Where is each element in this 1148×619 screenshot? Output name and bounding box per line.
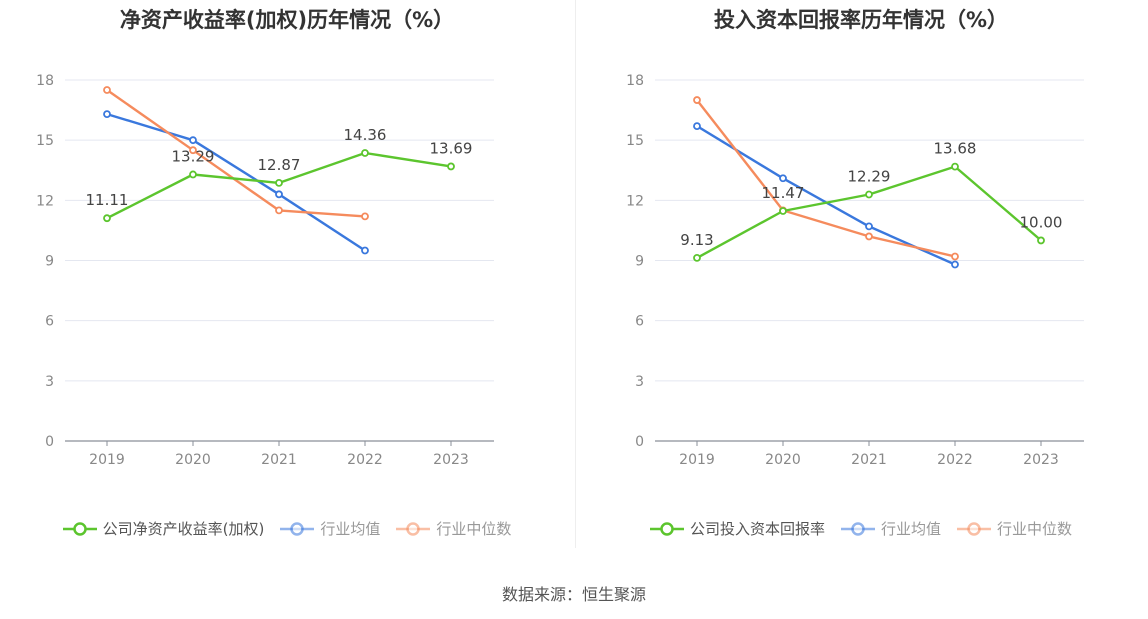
data-label: 13.68 [934, 140, 977, 158]
y-tick-label: 15 [626, 133, 644, 149]
data-label: 9.13 [680, 231, 713, 249]
y-tick-label: 0 [45, 434, 54, 450]
data-point [103, 214, 111, 223]
x-tick-label: 2020 [765, 452, 801, 468]
y-tick-label: 9 [635, 254, 644, 270]
y-tick-label: 3 [635, 374, 644, 390]
data-point [779, 174, 787, 183]
data-point [865, 222, 873, 231]
legend-item[interactable]: 公司净资产收益率(加权) [62, 518, 265, 539]
legend-item[interactable]: 行业中位数 [957, 518, 1072, 539]
legend-line-marker-icon [396, 521, 431, 536]
data-point [865, 232, 873, 241]
data-label: 11.47 [762, 184, 805, 202]
data-point [951, 162, 959, 171]
legend-label: 行业均值 [880, 520, 941, 538]
y-tick-label: 15 [36, 133, 54, 149]
y-tick-label: 12 [626, 193, 644, 209]
data-point [275, 206, 283, 215]
x-tick-label: 2023 [433, 452, 469, 468]
x-tick-label: 2023 [1023, 452, 1059, 468]
legend-line-marker-icon [280, 521, 315, 536]
legend-item[interactable]: 公司投入资本回报率 [649, 518, 825, 539]
roe-line-chart: 0 3 6 9 12 15 18 2019 2020 2021 2022 2023 11.11 13.29… [36, 73, 494, 468]
series-line [696, 125, 956, 266]
series-line [106, 89, 366, 218]
legend-line-marker-icon [957, 521, 991, 536]
roe-chart-panel: 净资产收益率(加权)历年情况（%） 0 3 6 9 12 15 18 2019 2020 2021… [0, 0, 574, 560]
data-point [189, 170, 197, 179]
x-tick-label: 2022 [937, 452, 973, 468]
x-tick-label: 2022 [347, 452, 383, 468]
data-label: 13.69 [430, 139, 473, 157]
y-tick-label: 18 [36, 73, 54, 89]
legend-item[interactable]: 行业均值 [840, 518, 941, 539]
series-line [696, 99, 956, 258]
data-point [361, 149, 369, 157]
legend-item[interactable]: 行业中位数 [396, 518, 511, 539]
y-tick-label: 3 [45, 374, 54, 390]
chart-legend: 公司净资产收益率(加权) 行业均值 行业中位数 [0, 518, 574, 539]
data-label: 11.11 [86, 191, 129, 209]
roic-chart-panel: 投入资本回报率历年情况（%） 0 3 6 9 12 15 18 2019 2020 2021 202… [574, 0, 1148, 560]
data-point [275, 190, 283, 199]
x-tick-label: 2021 [261, 452, 297, 468]
legend-label: 公司净资产收益率(加权) [102, 520, 265, 538]
data-point [361, 246, 369, 255]
legend-label: 行业中位数 [436, 520, 512, 538]
data-point [103, 86, 111, 94]
series-line [106, 112, 366, 252]
data-point [693, 96, 701, 104]
roic-line-chart: 0 3 6 9 12 15 18 2019 2020 2021 2022 2023 9.13 11.47 1… [626, 73, 1084, 468]
legend-line-marker-icon [62, 521, 97, 536]
data-point [865, 190, 873, 199]
data-point [693, 253, 701, 262]
data-point [1037, 236, 1045, 245]
data-source-note: 数据来源：恒生聚源 [501, 585, 646, 604]
legend-label: 公司投入资本回报率 [689, 520, 825, 538]
x-tick-label: 2019 [89, 452, 125, 468]
data-label: 10.00 [1020, 213, 1063, 231]
data-label: 12.87 [258, 156, 301, 174]
y-tick-label: 9 [45, 254, 54, 270]
data-point [951, 260, 959, 269]
data-point [693, 122, 701, 131]
y-tick-label: 18 [626, 73, 644, 89]
legend-label: 行业中位数 [997, 520, 1073, 538]
data-point [779, 207, 787, 215]
data-label: 14.36 [344, 126, 387, 144]
y-tick-label: 6 [635, 314, 644, 330]
data-point [447, 162, 455, 171]
data-point [951, 252, 959, 261]
data-point [275, 178, 283, 187]
data-point [361, 212, 369, 221]
legend-line-marker-icon [649, 521, 684, 536]
chart-title: 投入资本回报率历年情况（%） [713, 8, 1009, 32]
chart-title: 净资产收益率(加权)历年情况（%） [119, 8, 455, 32]
legend-item[interactable]: 行业均值 [280, 518, 380, 539]
data-point [103, 110, 111, 118]
chart-legend: 公司投入资本回报率 行业均值 行业中位数 [574, 518, 1148, 539]
y-tick-label: 0 [635, 434, 644, 450]
data-label: 13.29 [172, 147, 215, 165]
x-tick-label: 2019 [679, 452, 715, 468]
data-point [189, 146, 197, 155]
x-tick-label: 2021 [851, 452, 887, 468]
legend-label: 行业均值 [320, 520, 381, 538]
panel-divider [575, 0, 576, 548]
data-label: 12.29 [848, 168, 891, 186]
x-tick-label: 2020 [175, 452, 211, 468]
legend-line-marker-icon [840, 521, 875, 536]
y-tick-label: 6 [45, 314, 54, 330]
data-point [189, 136, 197, 145]
y-tick-label: 12 [36, 193, 54, 209]
